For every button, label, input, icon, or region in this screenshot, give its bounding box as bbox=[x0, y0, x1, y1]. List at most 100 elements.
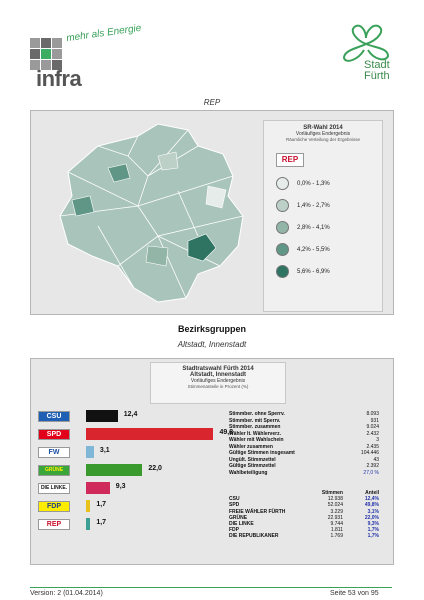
infra-slogan: mehr als Energie bbox=[65, 22, 142, 45]
city-line1: Stadt bbox=[364, 59, 390, 71]
vote-party: GRÜNE bbox=[229, 514, 248, 521]
vote-votes: 22.931 bbox=[327, 514, 343, 521]
party-logo: REP bbox=[38, 518, 70, 530]
stat-value: 931 bbox=[370, 417, 379, 424]
turnout-stats: Stimmber. ohne Sperrv. 8.093 Stimmber. mit… bbox=[229, 411, 379, 476]
legend-swatch bbox=[276, 221, 289, 234]
party-logo: CSU bbox=[38, 410, 70, 422]
vote-votes: 1.769 bbox=[330, 533, 343, 540]
stat-row: Gültige Stimmzettel 2.392 bbox=[229, 463, 379, 470]
legend-subtitle: Vorläufiges Endergebnis bbox=[295, 131, 351, 137]
party-row: FDP bbox=[38, 499, 70, 513]
cloverleaf-logo-icon bbox=[342, 24, 390, 62]
bar-value-label: 12,4 bbox=[123, 411, 138, 418]
footer-version: Version: 2 (01.04.2014) bbox=[30, 590, 103, 597]
vote-party: FDP bbox=[229, 527, 239, 534]
vote-row: DIE LINKE 9.744 9,3% bbox=[229, 521, 379, 527]
stat-label: Gültige Stimmzettel bbox=[229, 463, 276, 469]
city-line2: Fürth bbox=[364, 70, 390, 82]
stat-label: Wähler mit Wahlschein bbox=[229, 437, 284, 443]
vote-party: CSU bbox=[229, 496, 240, 503]
legend-swatch bbox=[276, 243, 289, 256]
vote-pct: 9,3% bbox=[367, 520, 379, 527]
vote-pct: 49,8% bbox=[364, 502, 379, 509]
legend-item: 2,8% - 4,1% bbox=[276, 221, 330, 234]
bar-value-label: 1,7 bbox=[96, 501, 107, 508]
vote-party: DIE LINKE bbox=[229, 520, 254, 527]
footer-divider bbox=[30, 587, 392, 588]
bar-value-label: 22,0 bbox=[148, 465, 162, 472]
party-row: CSU bbox=[38, 409, 70, 423]
vote-table-header: Stimmen Anteil bbox=[229, 490, 379, 496]
results-header-box: Stadtratswahl Fürth 2014 Altstadt, Innen… bbox=[150, 362, 286, 404]
stat-row: Stimmber. ohne Sperrv. 8.093 bbox=[229, 411, 379, 418]
stat-row: Wähler mit Wahlschein 3 bbox=[229, 437, 379, 444]
legend-item: 5,6% - 6,9% bbox=[276, 265, 330, 278]
vote-votes: 12.938 bbox=[327, 496, 343, 503]
district-heading: Bezirksgruppen bbox=[177, 324, 246, 334]
bar bbox=[86, 518, 91, 530]
stat-row: Stimmber. mit Sperrv. 931 bbox=[229, 418, 379, 425]
vote-votes: 52.024 bbox=[327, 502, 343, 509]
legend-item-label: 4,2% - 5,5% bbox=[297, 246, 330, 253]
footer-page-number: Seite 53 von 95 bbox=[330, 590, 379, 597]
vote-table: Stimmen Anteil CSU 12.938 12,4% SPD 52.024 49… bbox=[229, 490, 379, 540]
bar bbox=[86, 500, 91, 512]
stat-row: Stimmber. zusammen 9.024 bbox=[229, 424, 379, 431]
legend-item: 0,0% - 1,3% bbox=[276, 177, 330, 190]
district-map bbox=[59, 123, 244, 303]
stat-label: Wähler lt. Wählerverz. bbox=[229, 430, 281, 437]
vote-row: DIE REPUBLIKANER 1.769 1,7% bbox=[229, 533, 379, 539]
legend-item-label: 1,4% - 2,7% bbox=[297, 202, 330, 209]
vote-pct: 22,0% bbox=[364, 514, 379, 521]
vote-row: FDP 1.811 1,7% bbox=[229, 527, 379, 533]
stat-row: Gültige Stimmen insgesamt 104.446 bbox=[229, 450, 379, 457]
results-note: Stimmenanteile in Prozent (%) bbox=[187, 384, 249, 389]
vote-party: SPD bbox=[229, 502, 240, 509]
vote-votes: 3.229 bbox=[330, 508, 343, 515]
legend-note: Räumliche Verteilung der Ergebnisse bbox=[285, 137, 361, 142]
stat-value: 2.432 bbox=[366, 430, 379, 437]
stat-label: Gültige Stimmen insgesamt bbox=[229, 450, 295, 456]
stat-value: 43 bbox=[373, 456, 379, 463]
vote-row: CSU 12.938 12,4% bbox=[229, 496, 379, 502]
results-district: Altstadt, Innenstadt bbox=[189, 372, 246, 378]
stat-value: 3 bbox=[376, 437, 379, 443]
stat-row: Wähler lt. Wählerverz. 2.432 bbox=[229, 431, 379, 438]
vote-row: SPD 52.024 49,8% bbox=[229, 502, 379, 508]
legend-item: 4,2% - 5,5% bbox=[276, 243, 330, 256]
bar bbox=[86, 428, 214, 440]
bar-value-label: 9,3 bbox=[115, 483, 126, 490]
district-subheading: Altstadt, Innenstadt bbox=[177, 340, 247, 349]
party-row: GRÜNE bbox=[38, 463, 70, 477]
party-row: FW bbox=[38, 445, 70, 459]
vote-pct: 1,7% bbox=[367, 533, 379, 540]
bar bbox=[86, 464, 143, 476]
vote-pct: 1,7% bbox=[367, 527, 379, 534]
stat-value: 9.024 bbox=[366, 424, 379, 430]
bar-value-label: 49,8 bbox=[219, 429, 234, 436]
results-title: Stadtratswahl Fürth 2014 bbox=[182, 366, 254, 372]
vote-row: GRÜNE 22.931 22,0% bbox=[229, 515, 379, 521]
legend-item-label: 5,6% - 6,9% bbox=[297, 268, 330, 275]
stat-value: 104.446 bbox=[360, 450, 379, 456]
vote-pct: 12,4% bbox=[364, 496, 379, 503]
legend-item-label: 2,8% - 4,1% bbox=[297, 224, 330, 231]
legend-swatch bbox=[276, 265, 289, 278]
stat-label: Ungült. Stimmzettel bbox=[229, 456, 276, 463]
bar-value-label: 3,1 bbox=[99, 447, 110, 454]
stat-value: 2.392 bbox=[366, 463, 379, 469]
legend-title: SR-Wahl 2014 bbox=[303, 125, 343, 131]
city-name: Stadt Fürth bbox=[364, 60, 390, 82]
vote-party: FREIE WÄHLER FÜRTH bbox=[229, 508, 286, 515]
votes-col-header: Stimmen bbox=[321, 490, 343, 496]
legend-swatch bbox=[276, 199, 289, 212]
vote-pct: 3,1% bbox=[367, 508, 379, 515]
vote-votes: 1.811 bbox=[330, 527, 343, 534]
results-subtitle: Vorläufiges Endergebnis bbox=[190, 378, 246, 384]
party-logo: FDP bbox=[38, 500, 70, 512]
party-row: DIE LINKE. bbox=[38, 481, 70, 495]
map-caption: REP bbox=[203, 98, 221, 107]
stat-value: 27,0 % bbox=[363, 469, 379, 476]
pct-col-header: Anteil bbox=[365, 490, 379, 496]
